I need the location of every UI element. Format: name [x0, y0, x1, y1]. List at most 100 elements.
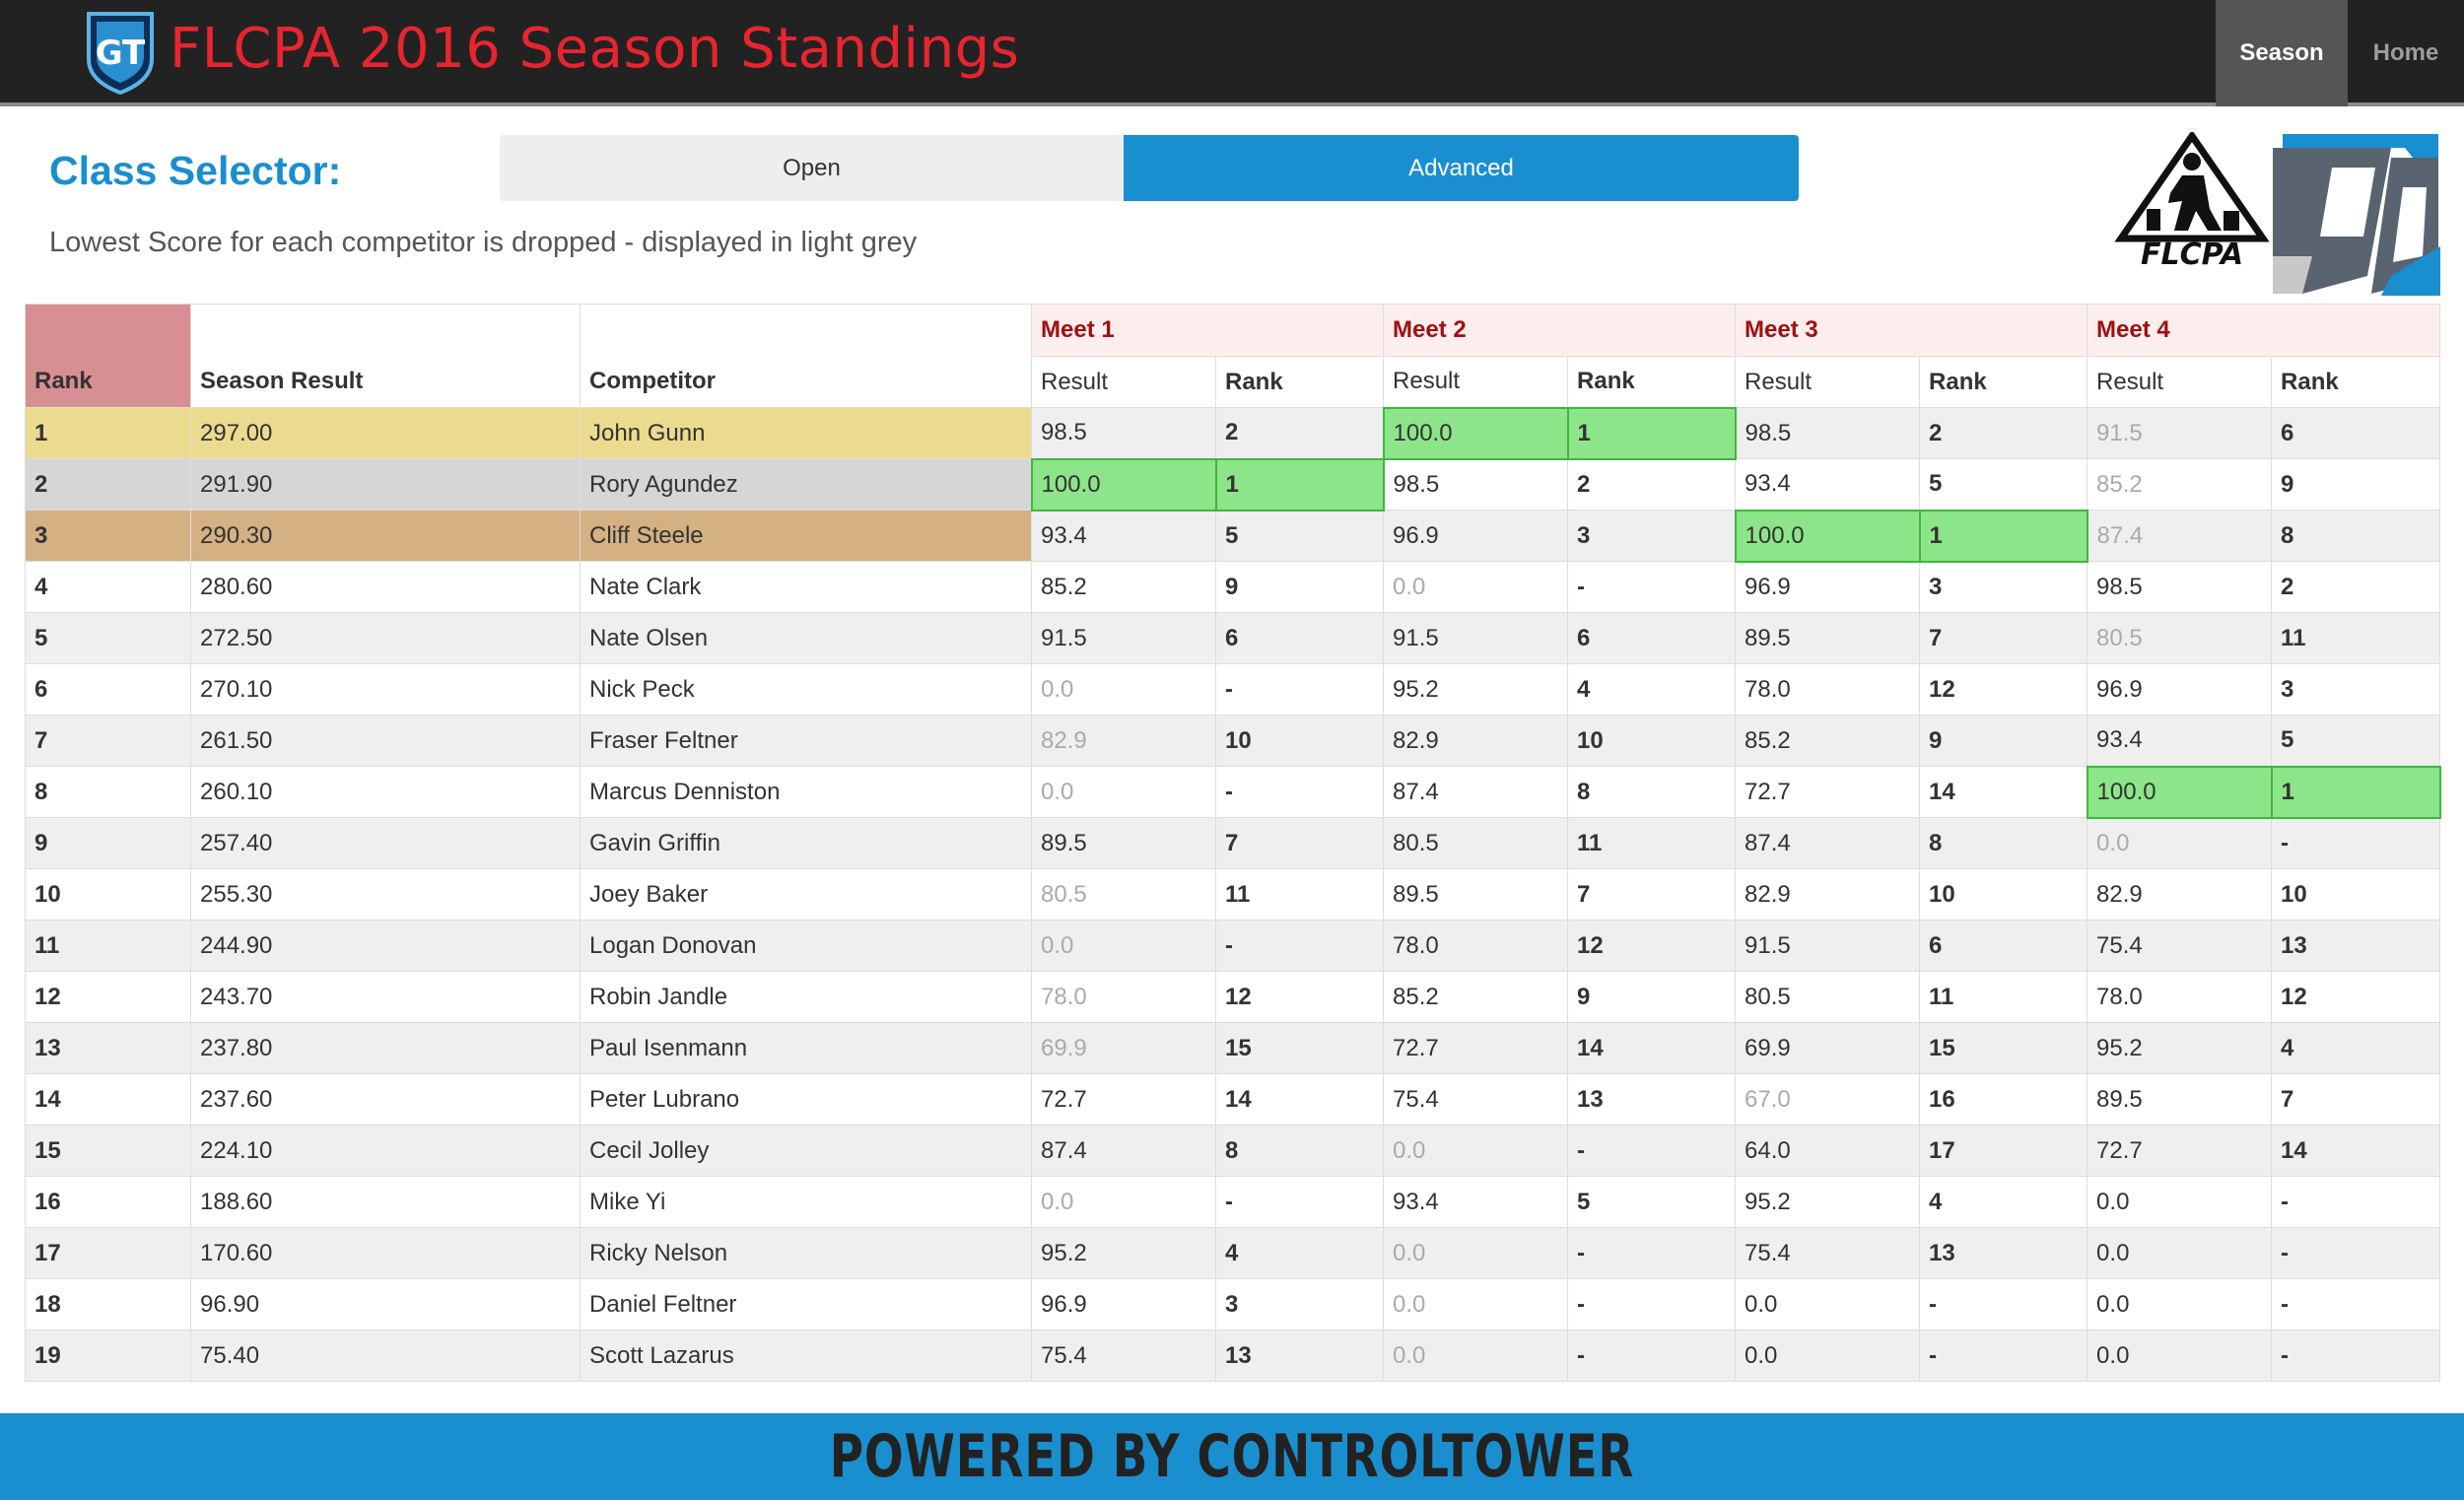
table-row: 7 261.50 Fraser Feltner 82.9 10 82.9 10 85.2 9 93…	[25, 715, 2441, 767]
cell-meet-2-rank: 7	[1567, 868, 1737, 920]
col-season-result[interactable]: Season Result	[190, 304, 581, 408]
cell-meet-1-result: 98.5	[1031, 407, 1216, 459]
table-row: 12 243.70 Robin Jandle 78.0 12 85.2 9 80.5 11 78.…	[25, 971, 2441, 1023]
cell-meet-3-rank: 13	[1919, 1227, 2088, 1279]
cell-meet-4-result: 75.4	[2087, 920, 2273, 972]
cell-meet-1-result: 96.9	[1031, 1278, 1216, 1330]
cell-meet-2-rank: 4	[1567, 663, 1737, 716]
cell-meet-2-rank: 10	[1567, 715, 1737, 767]
cell-meet-3-result: 69.9	[1735, 1022, 1921, 1074]
cell-meet-1-rank: 10	[1214, 715, 1385, 767]
gt-shield-logo[interactable]: GT	[85, 10, 156, 95]
cell-rank: 1	[25, 407, 191, 459]
table-row: 5 272.50 Nate Olsen 91.5 6 91.5 6 89.5 7 80.5 11	[25, 612, 2441, 664]
cell-meet-1-rank: 9	[1214, 561, 1385, 613]
cell-season-result: 237.60	[190, 1073, 581, 1125]
cell-meet-3-result: 96.9	[1735, 561, 1921, 613]
cell-meet-2-result: 93.4	[1383, 1176, 1569, 1228]
cell-season-result: 280.60	[190, 561, 581, 613]
cell-meet-1-result: 78.0	[1031, 971, 1216, 1023]
cell-rank: 19	[25, 1330, 191, 1382]
col-rank[interactable]: Rank	[25, 304, 191, 408]
table-row: 10 255.30 Joey Baker 80.5 11 89.5 7 82.9 10 82.9 1…	[25, 868, 2441, 920]
col-meet-4[interactable]: Meet 4	[2087, 304, 2441, 357]
cell-meet-4-result: 0.0	[2087, 1176, 2273, 1228]
class-open-button[interactable]: Open	[500, 135, 1124, 201]
cell-meet-3-rank: 12	[1919, 663, 2088, 716]
cell-meet-4-rank: 9	[2271, 458, 2441, 511]
top-navbar: GT FLCPA 2016 Season Standings Season Ho…	[0, 0, 2464, 106]
col-meet-3-result[interactable]: Result	[1735, 356, 1921, 408]
cell-season-result: 75.40	[190, 1330, 581, 1382]
cell-meet-4-rank: 14	[2271, 1125, 2441, 1177]
cell-meet-1-result: 0.0	[1031, 1176, 1216, 1228]
cell-meet-4-result: 98.5	[2087, 561, 2273, 613]
footer-powered-by[interactable]: POWERED BY CONTROLTOWER	[829, 1422, 1635, 1491]
cell-meet-2-result: 82.9	[1383, 715, 1569, 767]
cell-rank: 14	[25, 1073, 191, 1125]
cell-competitor: Cliff Steele	[580, 510, 1032, 562]
cell-meet-1-rank: 12	[1214, 971, 1385, 1023]
col-meet-3-rank[interactable]: Rank	[1919, 356, 2088, 408]
col-meet-1[interactable]: Meet 1	[1030, 304, 1385, 357]
cell-meet-1-result: 100.0	[1030, 457, 1217, 511]
cell-meet-4-result: 78.0	[2087, 971, 2273, 1023]
table-row: 6 270.10 Nick Peck 0.0-95.2 4 78.0 12 96.9 3	[25, 663, 2441, 716]
cell-meet-2-rank: 5	[1567, 1176, 1737, 1228]
cell-meet-4-rank: 3	[2271, 663, 2441, 716]
cell-meet-4-rank: 13	[2271, 920, 2441, 972]
cell-season-result: 257.40	[190, 817, 581, 869]
class-advanced-button[interactable]: Advanced	[1124, 135, 1799, 201]
cell-meet-1-rank: 14	[1214, 1073, 1385, 1125]
cell-season-result: 243.70	[190, 971, 581, 1023]
cell-competitor: Nate Olsen	[580, 612, 1032, 664]
col-meet-3[interactable]: Meet 3	[1735, 304, 2088, 357]
cell-competitor: Rory Agundez	[580, 458, 1032, 511]
cell-meet-3-result: 82.9	[1735, 868, 1921, 920]
cell-meet-4-rank: 11	[2271, 612, 2441, 664]
cell-meet-4-rank: 7	[2271, 1073, 2441, 1125]
cell-meet-2-rank: -	[1567, 1278, 1737, 1330]
cell-meet-3-result: 91.5	[1735, 920, 1921, 972]
col-meet-4-rank[interactable]: Rank	[2271, 356, 2441, 408]
col-meet-2-result[interactable]: Result	[1383, 356, 1569, 408]
standings-body: 1 297.00 John Gunn 98.5 2 100.0 1 98.5 2 91.5 6 2 29…	[25, 406, 2441, 1382]
cell-meet-4-result: 85.2	[2087, 458, 2273, 511]
col-meet-2[interactable]: Meet 2	[1383, 304, 1737, 357]
cell-meet-4-rank: 6	[2271, 407, 2441, 459]
dropped-score-note: Lowest Score for each competitor is drop…	[49, 227, 918, 258]
col-meet-1-result[interactable]: Result	[1031, 356, 1216, 408]
cell-meet-4-result: 72.7	[2087, 1125, 2273, 1177]
cell-meet-2-result: 85.2	[1383, 971, 1569, 1023]
nav-season[interactable]: Season	[2216, 0, 2348, 106]
table-row: 14 237.60 Peter Lubrano 72.7 14 75.4 13 67.0 16 8…	[25, 1073, 2441, 1125]
cell-season-result: 297.00	[190, 407, 581, 459]
col-meet-2-rank[interactable]: Rank	[1567, 356, 1737, 408]
cell-meet-4-rank: 5	[2271, 715, 2441, 767]
cell-meet-4-result: 87.4	[2087, 510, 2273, 562]
cell-meet-2-result: 72.7	[1383, 1022, 1569, 1074]
cell-meet-4-result: 0.0	[2087, 1227, 2273, 1279]
cell-meet-3-rank: 6	[1919, 920, 2088, 972]
cell-meet-4-rank: 2	[2271, 561, 2441, 613]
cell-season-result: 272.50	[190, 612, 581, 664]
cell-meet-1-result: 82.9	[1031, 715, 1216, 767]
col-meet-4-result[interactable]: Result	[2087, 356, 2273, 408]
cell-meet-3-rank: 14	[1919, 766, 2088, 818]
cell-meet-2-result: 89.5	[1383, 868, 1569, 920]
page-title: FLCPA 2016 Season Standings	[170, 17, 1020, 81]
cell-meet-3-result: 87.4	[1735, 817, 1921, 869]
table-row: 15 224.10 Cecil Jolley 87.4 8 0.0-64.0 17 72.7 1…	[25, 1125, 2441, 1177]
table-row: 18 96.90 Daniel Feltner 96.9 3 0.0-0.0-0.0-	[25, 1278, 2441, 1330]
cell-meet-3-result: 0.0	[1735, 1330, 1921, 1382]
cell-meet-4-result: 100.0	[2086, 765, 2273, 819]
cell-competitor: Fraser Feltner	[580, 715, 1032, 767]
cell-competitor: Gavin Griffin	[580, 817, 1032, 869]
pd-logo	[2273, 128, 2440, 296]
nav-home[interactable]: Home	[2372, 39, 2439, 66]
cell-competitor: Cecil Jolley	[580, 1125, 1032, 1177]
col-meet-1-rank[interactable]: Rank	[1214, 356, 1385, 408]
cell-season-result: 96.90	[190, 1278, 581, 1330]
table-row: 19 75.40 Scott Lazarus 75.4 13 0.0-0.0-0.0-	[25, 1330, 2441, 1382]
col-competitor[interactable]: Competitor	[580, 304, 1032, 408]
